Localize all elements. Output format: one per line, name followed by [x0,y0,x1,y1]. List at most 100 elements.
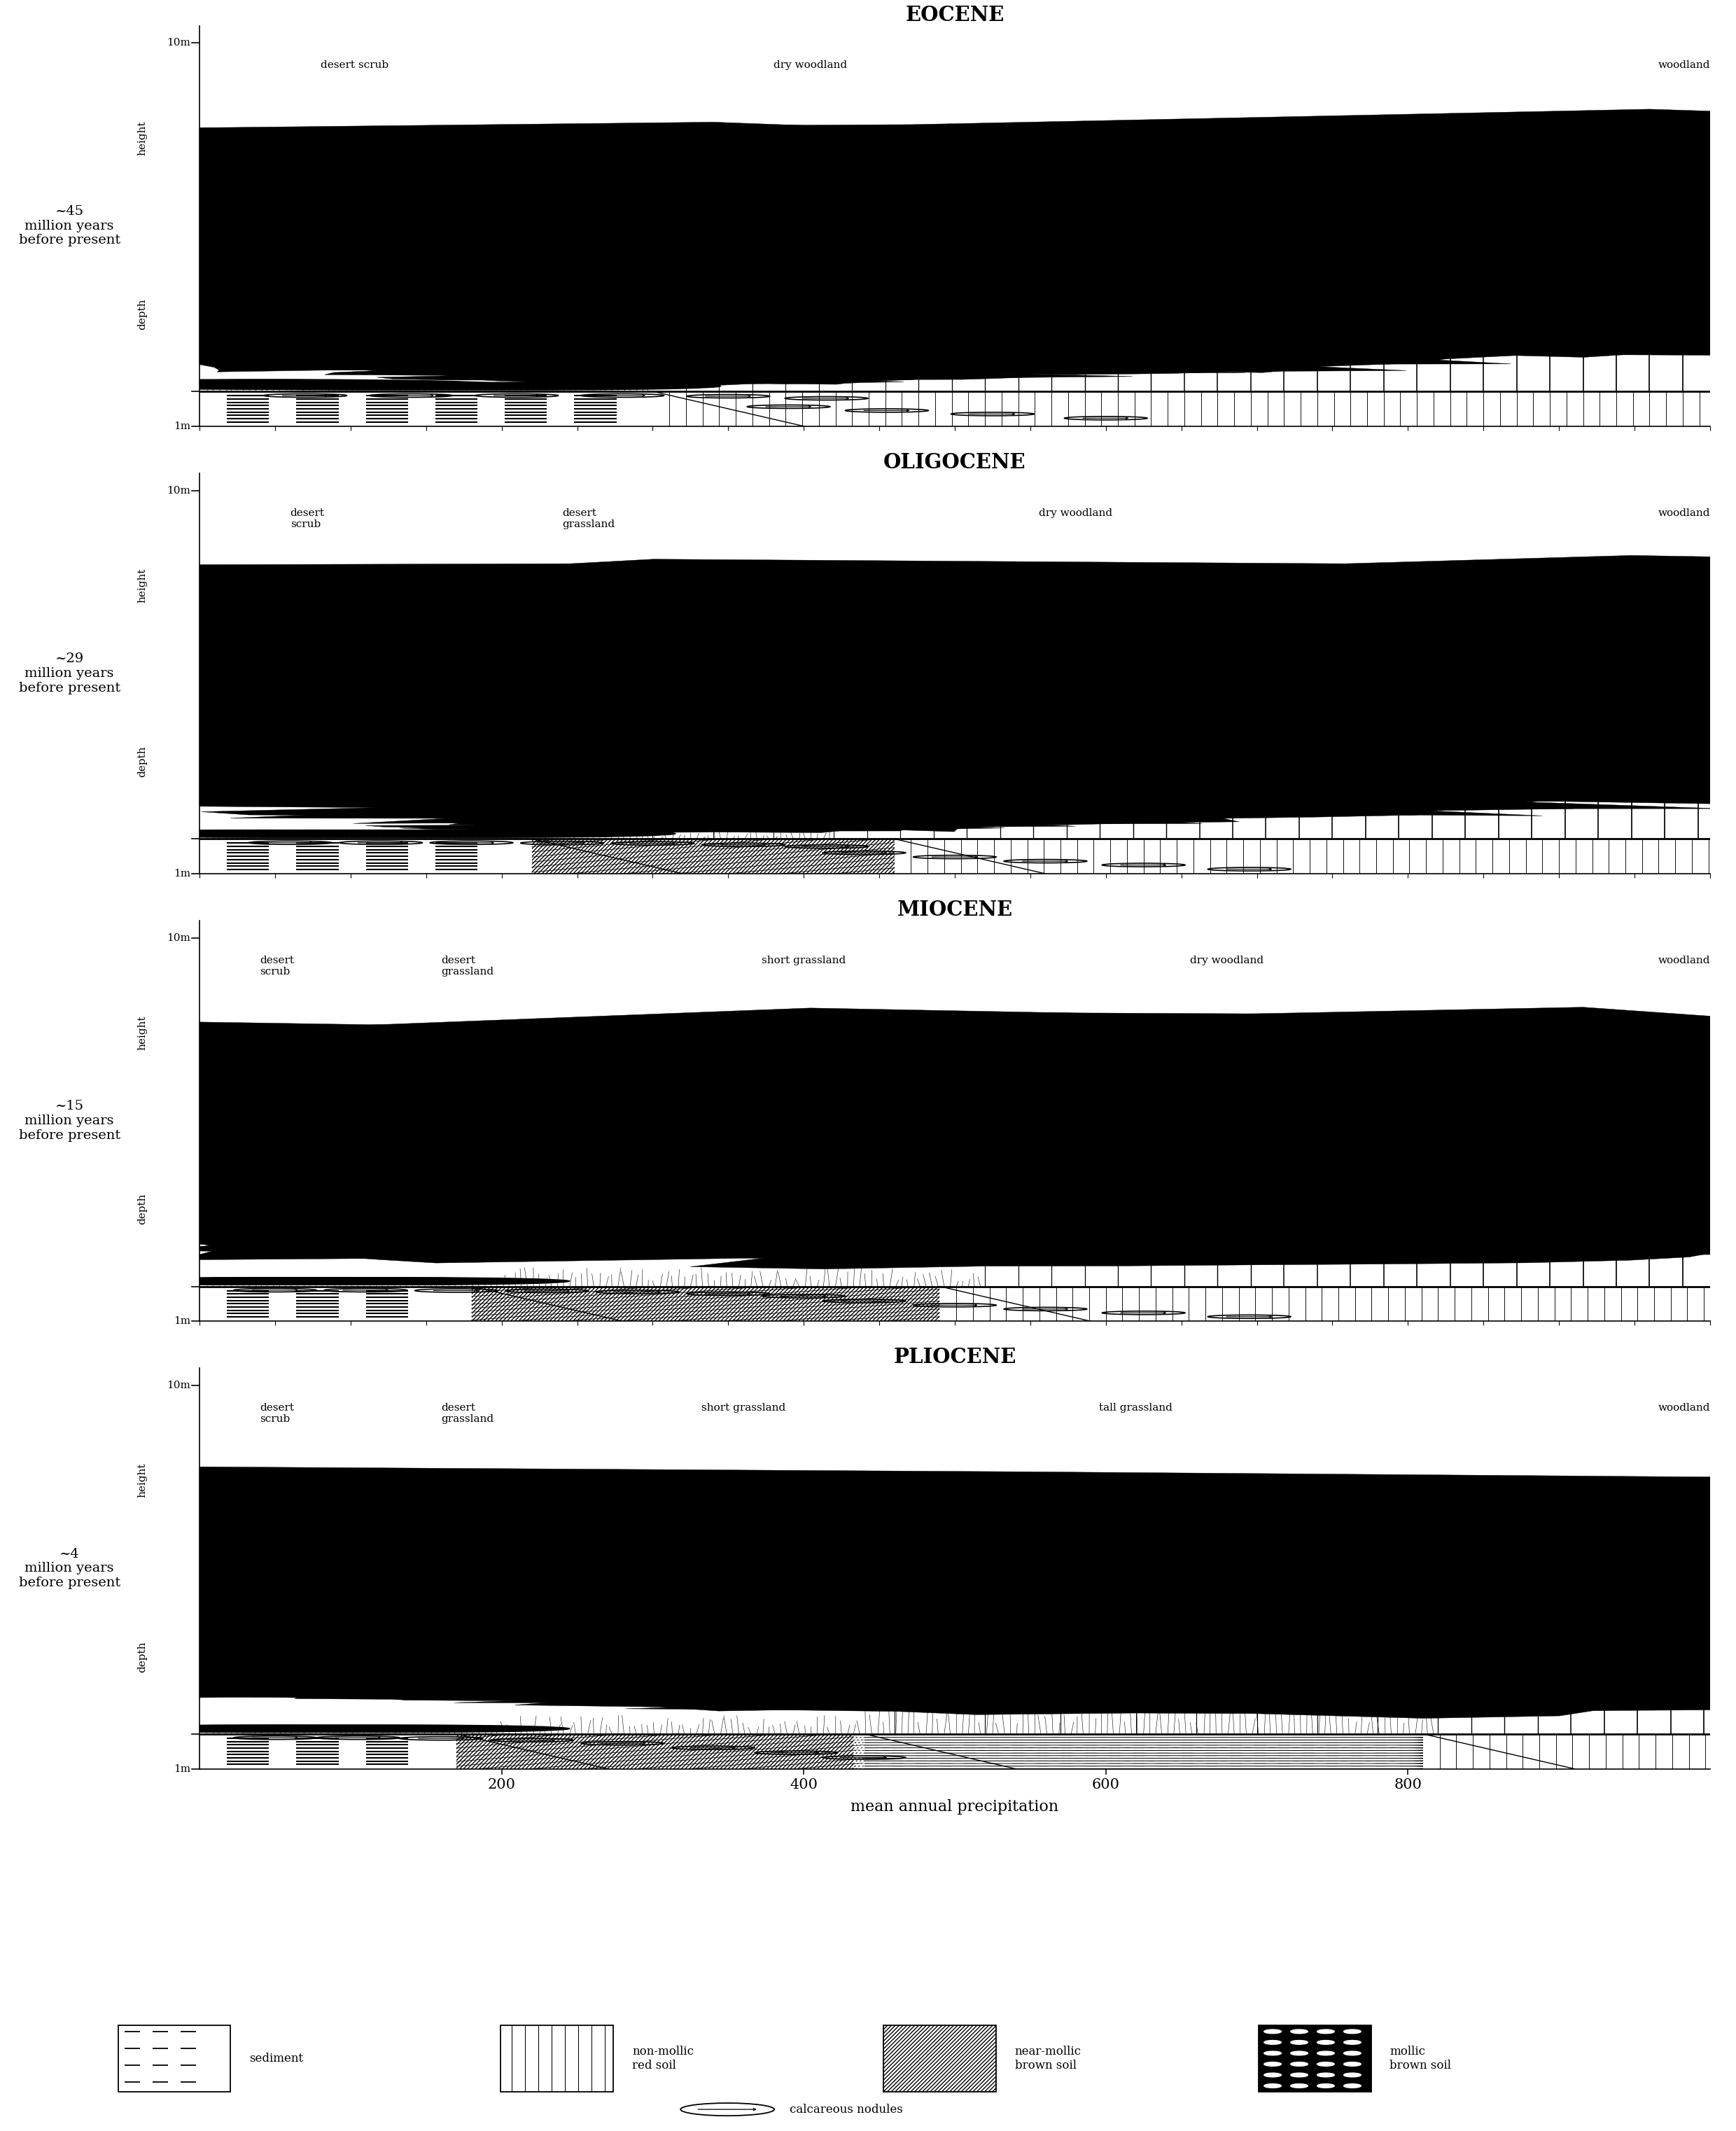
Polygon shape [0,1046,1736,1193]
Polygon shape [0,239,1736,343]
Polygon shape [0,1605,1736,1694]
Polygon shape [130,341,1627,375]
Polygon shape [0,196,1736,326]
Text: 10m: 10m [167,486,191,494]
Text: ~29
million years
before present: ~29 million years before present [19,652,120,695]
Polygon shape [0,1170,1736,1247]
Polygon shape [30,1204,1736,1259]
X-axis label: mean annual precipitation: mean annual precipitation [851,1799,1059,1813]
Polygon shape [0,134,1736,307]
Text: mollic
brown soil: mollic brown soil [1391,2046,1451,2071]
Polygon shape [0,571,1736,771]
Polygon shape [0,181,1736,320]
Polygon shape [0,601,1736,769]
Circle shape [222,381,540,390]
Polygon shape [0,1051,1736,1215]
Polygon shape [0,330,1736,373]
Bar [1259,2024,1371,2093]
Bar [865,1735,1424,1769]
Polygon shape [0,742,1736,810]
Circle shape [1344,2063,1361,2067]
Title: PLIOCENE: PLIOCENE [894,1347,1016,1368]
Polygon shape [0,1507,1736,1666]
Circle shape [312,829,630,837]
Text: 1m: 1m [174,422,191,430]
Text: desert
scrub: desert scrub [260,955,295,976]
Polygon shape [0,168,1736,313]
Text: 10m: 10m [167,1381,191,1389]
Circle shape [1318,2084,1335,2088]
Polygon shape [481,375,920,386]
Circle shape [1318,2073,1335,2078]
Polygon shape [0,1127,1736,1236]
Circle shape [78,379,502,390]
Text: 10m: 10m [167,933,191,942]
Circle shape [252,1276,569,1285]
Polygon shape [0,181,1736,330]
Polygon shape [0,1019,1736,1213]
Polygon shape [0,111,1736,286]
Text: desert
scrub: desert scrub [260,1402,295,1424]
Polygon shape [0,1155,1736,1242]
Circle shape [1290,2073,1307,2078]
Circle shape [1290,2084,1307,2088]
Polygon shape [0,1108,1736,1230]
Polygon shape [0,249,1736,341]
Text: dry woodland: dry woodland [1189,955,1264,965]
Circle shape [358,829,675,837]
Text: non-mollic
red soil: non-mollic red soil [632,2046,694,2071]
Polygon shape [0,109,1736,315]
Circle shape [1344,2039,1361,2044]
Text: height: height [137,1016,148,1051]
Circle shape [116,1276,434,1285]
Polygon shape [0,584,1736,752]
Polygon shape [0,1187,1736,1251]
Polygon shape [0,126,1736,311]
Polygon shape [0,1628,1736,1698]
Polygon shape [0,1061,1736,1210]
Polygon shape [0,128,1736,326]
Text: desert
grassland: desert grassland [441,1402,493,1424]
Text: short grassland: short grassland [701,1402,785,1413]
Polygon shape [0,646,1736,778]
Polygon shape [160,1232,1736,1270]
Bar [531,840,894,874]
Polygon shape [200,352,1406,381]
Text: woodland: woodland [1658,507,1710,518]
Polygon shape [0,260,1736,347]
Polygon shape [0,725,1736,803]
Polygon shape [0,567,1736,748]
Polygon shape [0,1087,1736,1223]
Text: 1m: 1m [174,1764,191,1773]
Text: 1m: 1m [174,869,191,878]
Circle shape [161,1724,479,1733]
Polygon shape [0,164,1736,313]
Polygon shape [0,663,1736,782]
Polygon shape [0,558,1736,746]
Polygon shape [0,1087,1736,1223]
Text: tall grassland: tall grassland [1099,1402,1174,1413]
Polygon shape [377,369,1059,384]
Bar [531,840,894,874]
Polygon shape [2,1217,1736,1259]
Polygon shape [0,1008,1736,1219]
Polygon shape [0,277,1736,352]
Polygon shape [0,1645,1736,1707]
Circle shape [1318,2039,1335,2044]
Text: depth: depth [137,298,148,330]
Circle shape [1290,2063,1307,2067]
Circle shape [358,381,675,390]
Circle shape [1344,2084,1361,2088]
Text: short grassland: short grassland [762,955,845,965]
Polygon shape [0,774,1736,816]
Circle shape [1264,2063,1281,2067]
Polygon shape [0,1571,1736,1686]
Polygon shape [0,567,1736,737]
Circle shape [267,829,585,837]
Circle shape [177,381,495,390]
Bar [118,2024,231,2093]
Circle shape [87,829,403,837]
Polygon shape [399,820,1005,833]
Circle shape [1318,2063,1335,2067]
Polygon shape [0,680,1736,780]
